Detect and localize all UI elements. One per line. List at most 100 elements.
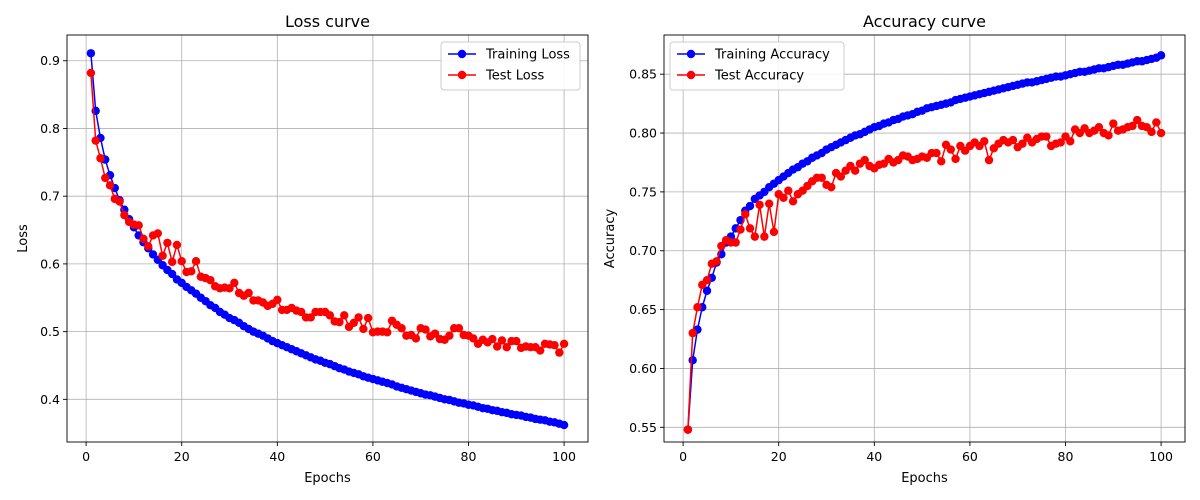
x-tick-label: 100 [552,449,576,464]
y-tick-label: 0.65 [629,302,657,317]
legend-label-1: Test Loss [485,69,544,84]
data-point [1104,131,1113,140]
data-point [937,157,946,166]
y-tick-label: 0.60 [629,361,657,376]
data-point [340,311,349,320]
legend-marker-1 [686,70,696,80]
data-point [105,181,115,190]
data-point [148,250,158,259]
data-point [167,269,177,279]
legend-box [669,41,845,91]
y-tick-label: 0.8 [40,121,60,136]
data-point [101,173,110,183]
data-point [550,340,559,350]
data-point [1133,115,1142,125]
data-point [555,348,564,357]
data-point [411,334,421,343]
x-tick-label: 0 [82,449,90,464]
data-point [779,193,788,202]
data-point [951,154,960,164]
data-point [932,148,941,158]
data-point [225,284,234,293]
legend-marker-0 [457,49,467,59]
data-point [736,225,745,234]
data-point [850,166,860,175]
data-point [512,336,521,346]
legend-label-0: Training Loss [485,48,570,63]
data-point [984,155,994,165]
data-point [980,137,989,146]
x-tick-label: 60 [962,449,978,464]
data-point [1128,121,1137,131]
legend-label-1: Test Accuracy [714,69,804,84]
data-point [397,324,406,333]
x-tick-label: 100 [1149,449,1173,464]
loss-chart: 0 20 40 60 80 100 0.4 0.5 0.6 0.7 0.8 0.9 Loss curve… [16,12,589,486]
data-point [91,136,100,145]
data-point [717,241,726,251]
y-axis-label: Loss [16,224,31,253]
data-point [445,331,454,340]
data-point [1042,132,1051,141]
x-tick-label: 80 [461,449,477,464]
data-point [177,256,186,266]
data-point [421,325,430,334]
data-point [454,324,464,333]
data-point [760,232,769,241]
data-point [702,275,712,285]
data-point [273,295,282,304]
chart-title: Accuracy curve [863,12,986,31]
y-axis-label: Accuracy [603,209,618,269]
data-point [172,240,182,250]
data-point [502,342,511,352]
x-tick-label: 60 [365,449,381,464]
data-point [712,257,721,266]
legend: Training Accuracy Test Accuracy [669,41,845,91]
data-point [755,200,764,210]
data-point [536,346,545,355]
legend: Training Loss Test Loss [440,41,581,91]
data-point [359,324,368,334]
data-point [764,199,774,208]
y-tick-label: 0.85 [629,67,657,82]
data-point [683,425,693,434]
x-tick-label: 40 [866,449,882,464]
data-point [349,318,358,328]
data-point [139,234,148,244]
data-point [163,238,172,248]
legend-label-0: Training Accuracy [714,48,830,63]
data-point [325,311,335,320]
data-point [731,238,740,247]
data-point [158,251,167,260]
data-point [741,210,750,219]
data-point [497,336,507,345]
data-point [817,173,826,182]
data-point [86,68,96,78]
y-tick-label: 0.6 [40,256,60,271]
data-point [688,328,697,338]
x-tick-label: 40 [269,449,285,464]
data-point [750,232,760,241]
data-point [335,317,344,327]
data-point [745,201,755,211]
data-point [1008,135,1018,145]
data-point [244,288,253,298]
y-tick-label: 0.7 [40,189,60,204]
data-point [430,329,440,338]
data-point [688,356,697,365]
x-axis-label: Epochs [304,471,351,486]
data-point [115,197,124,206]
data-point [1018,139,1027,148]
data-point [1109,119,1118,128]
data-point [946,145,955,154]
y-tick-label: 0.80 [629,126,657,141]
data-point [788,197,798,206]
data-point [206,275,215,285]
data-point [167,257,177,267]
data-point [827,182,836,192]
data-point [306,313,315,322]
y-tick-label: 0.5 [40,324,60,339]
chart-title: Loss curve [285,12,370,31]
data-point [354,313,363,322]
data-point [1152,118,1161,127]
